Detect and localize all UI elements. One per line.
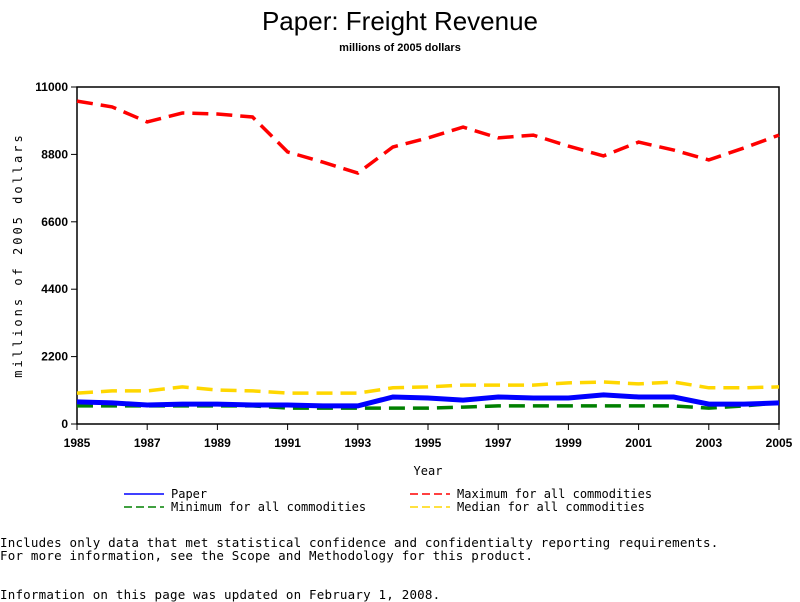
x-axis-title: Year (414, 464, 443, 478)
series-line (77, 382, 779, 393)
x-tick-label: 1985 (64, 436, 91, 450)
x-tick-label: 2003 (695, 436, 722, 450)
x-axis: 1985 1987 1989 1991 1993 1995 1997 1999 2001 2003… (64, 424, 793, 450)
x-tick-label: 1995 (415, 436, 442, 450)
y-axis: 0 2200 4400 6600 8800 11000 (35, 80, 77, 431)
methodology-note: For more information, see the Scope and … (0, 548, 533, 563)
x-tick-label: 1991 (274, 436, 301, 450)
y-axis-title: millions of 2005 dollars (11, 132, 25, 377)
x-tick-label: 2005 (766, 436, 793, 450)
plot-border (77, 87, 779, 424)
legend-item: Median for all commodities (410, 500, 645, 514)
series-maximum-for-all-commodities (77, 101, 779, 173)
series-layer (77, 101, 779, 408)
x-tick-label: 1989 (204, 436, 231, 450)
legend-label: Median for all commodities (457, 500, 645, 514)
legend-item: Minimum for all commodities (124, 500, 366, 514)
y-tick-label: 11000 (35, 80, 68, 94)
legend-item: Paper (124, 487, 207, 501)
x-tick-label: 1993 (344, 436, 371, 450)
plot-frame (77, 87, 779, 424)
series-median-for-all-commodities (77, 382, 779, 393)
x-tick-label: 1999 (555, 436, 582, 450)
series-line (77, 395, 779, 406)
x-tick-label: 2001 (625, 436, 652, 450)
y-tick-label: 2200 (41, 350, 68, 364)
series-paper (77, 395, 779, 406)
y-tick-label: 8800 (41, 147, 68, 161)
x-tick-label: 1997 (485, 436, 512, 450)
y-tick-label: 6600 (41, 215, 68, 229)
legend-label: Paper (171, 487, 207, 501)
legend-item: Maximum for all commodities (410, 487, 652, 501)
legend-label: Minimum for all commodities (171, 500, 366, 514)
y-tick-label: 4400 (41, 282, 68, 296)
legend: Paper Maximum for all commodities Minimum … (124, 487, 652, 514)
y-tick-label: 0 (61, 417, 68, 431)
series-line (77, 101, 779, 173)
x-tick-label: 1987 (134, 436, 161, 450)
legend-label: Maximum for all commodities (457, 487, 652, 501)
